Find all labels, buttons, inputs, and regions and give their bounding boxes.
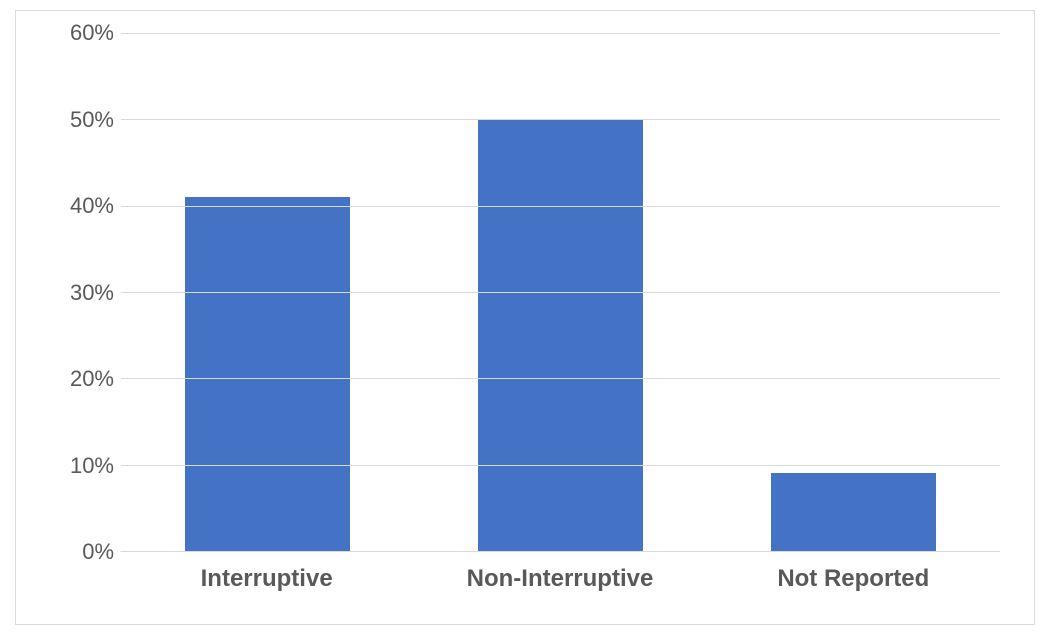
chart-inner: Interruptive Non-Interruptive Not Report…	[30, 23, 1020, 612]
x-axis-labels: Interruptive Non-Interruptive Not Report…	[120, 556, 1000, 602]
y-tick-label: 40%	[44, 193, 114, 219]
chart-frame: Interruptive Non-Interruptive Not Report…	[15, 10, 1035, 625]
plot-area	[120, 33, 1000, 552]
y-tick-label: 60%	[44, 20, 114, 46]
x-label: Interruptive	[120, 565, 413, 593]
gridline	[121, 465, 1000, 466]
x-label: Non-Interruptive	[413, 565, 706, 593]
gridline	[121, 292, 1000, 293]
y-tick-label: 20%	[44, 366, 114, 392]
bar-non-interruptive	[478, 119, 642, 551]
gridline	[121, 119, 1000, 120]
bar-not-reported	[771, 473, 935, 551]
gridline	[121, 378, 1000, 379]
gridline	[121, 33, 1000, 34]
gridline	[121, 206, 1000, 207]
y-tick-label: 50%	[44, 107, 114, 133]
y-tick-label: 0%	[44, 539, 114, 565]
y-tick-label: 30%	[44, 280, 114, 306]
bar-interruptive	[185, 197, 349, 551]
y-tick-label: 10%	[44, 453, 114, 479]
x-label: Not Reported	[707, 565, 1000, 593]
